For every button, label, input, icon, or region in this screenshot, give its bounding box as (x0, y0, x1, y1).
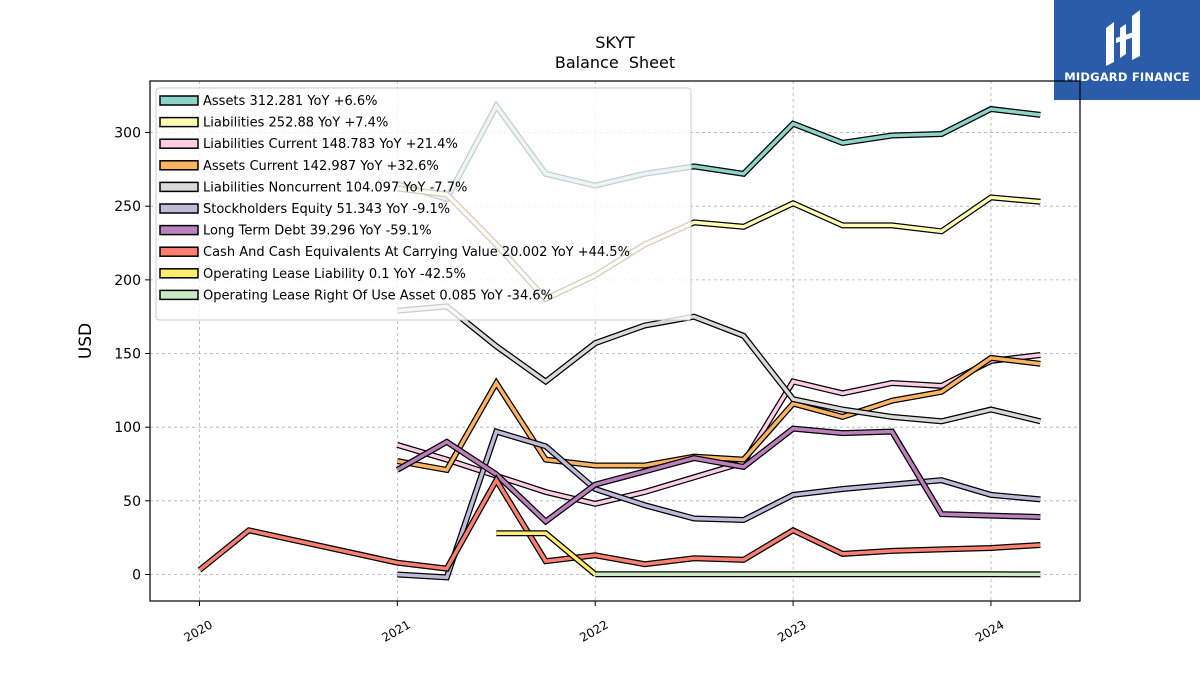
series-operating-lease-liability (496, 530, 598, 577)
series-stockholders-equity (397, 427, 1041, 581)
chart-subtitle: Balance Sheet (555, 53, 675, 72)
legend-swatch-stockholders-equity (159, 203, 199, 214)
y-tick-label: 100 (114, 420, 141, 436)
y-tick-label: 250 (114, 199, 141, 215)
legend-label-operating-lease-liability: Operating Lease Liability 0.1 YoY -42.5% (203, 267, 466, 282)
legend-swatch-operating-lease-liability (159, 268, 199, 279)
series-cash-and-cash-equivalents-at-carrying-value (197, 474, 1041, 573)
legend-swatch-operating-lease-right-of-use-asset (159, 289, 199, 301)
x-tick-label: 2022 (577, 617, 610, 644)
x-tick-label: 2021 (379, 617, 412, 644)
legend-label-long-term-debt: Long Term Debt 39.296 YoY -59.1% (203, 224, 432, 239)
series-outline (496, 530, 598, 577)
y-tick-label: 0 (132, 567, 141, 583)
legend-label-cash-and-cash-equivalents-at-carrying-value: Cash And Cash Equivalents At Carrying Va… (203, 245, 630, 260)
legend-label-liabilities: Liabilities 252.88 YoY +7.4% (203, 116, 388, 131)
legend-label-operating-lease-right-of-use-asset: Operating Lease Right Of Use Asset 0.085… (203, 288, 553, 303)
legend-label-assets-current: Assets Current 142.987 YoY +32.6% (203, 159, 439, 174)
series-line (397, 304, 1041, 424)
x-tick-label: 2024 (973, 617, 1006, 644)
y-tick-label: 300 (114, 126, 141, 142)
chart-title: SKYT (595, 33, 635, 52)
series-line (496, 531, 597, 576)
legend-label-stockholders-equity: Stockholders Equity 51.343 YoY -9.1% (203, 202, 450, 217)
legend-swatch-long-term-debt (159, 224, 199, 236)
logo-text: MIDGARD FINANCE (1064, 70, 1190, 84)
series-line (396, 356, 1041, 472)
legend-label-liabilities-noncurrent: Liabilities Noncurrent 104.097 YoY -7.7% (203, 180, 467, 195)
legend-swatch-liabilities (159, 116, 199, 128)
x-axis: 2020 2021 2022 2023 2024 (182, 601, 1006, 645)
y-axis-label: USD (76, 323, 96, 359)
legend: Assets 312.281 YoY +6.6% Liabilities 252.… (155, 87, 692, 321)
series-outline (397, 427, 1041, 581)
legend-swatch-liabilities-noncurrent (159, 181, 199, 193)
legend-label-liabilities-current: Liabilities Current 148.783 YoY +21.4% (203, 137, 458, 152)
y-tick-label: 150 (114, 347, 141, 363)
series-lines (197, 100, 1042, 581)
legend-swatch-cash-and-cash-equivalents-at-carrying-value (159, 246, 199, 257)
plot-frame (149, 80, 1081, 602)
x-tick-label: 2023 (775, 617, 808, 644)
x-tick-label: 2020 (182, 617, 215, 644)
series-outline (397, 303, 1042, 425)
brand-logo: MIDGARD FINANCE (1054, 0, 1200, 100)
series-outline (396, 354, 1041, 474)
series-long-term-debt (395, 425, 1041, 526)
y-tick-label: 50 (123, 494, 141, 510)
midgard-logo-icon (1106, 10, 1140, 66)
y-tick-label: 200 (114, 273, 141, 289)
series-line (396, 426, 1041, 524)
legend-box (155, 87, 692, 321)
y-axis: 0 50 100 150 200 250 300 (114, 126, 150, 583)
legend-swatch-assets (159, 95, 199, 106)
series-line (397, 429, 1041, 580)
legend-label-assets: Assets 312.281 YoY +6.6% (203, 94, 378, 109)
legend-swatch-liabilities-current (159, 138, 199, 149)
series-outline (197, 474, 1041, 573)
series-line (198, 476, 1041, 572)
series-assets-current (396, 354, 1041, 474)
series-liabilities-noncurrent (397, 303, 1042, 425)
legend-swatch-assets-current (159, 160, 199, 171)
